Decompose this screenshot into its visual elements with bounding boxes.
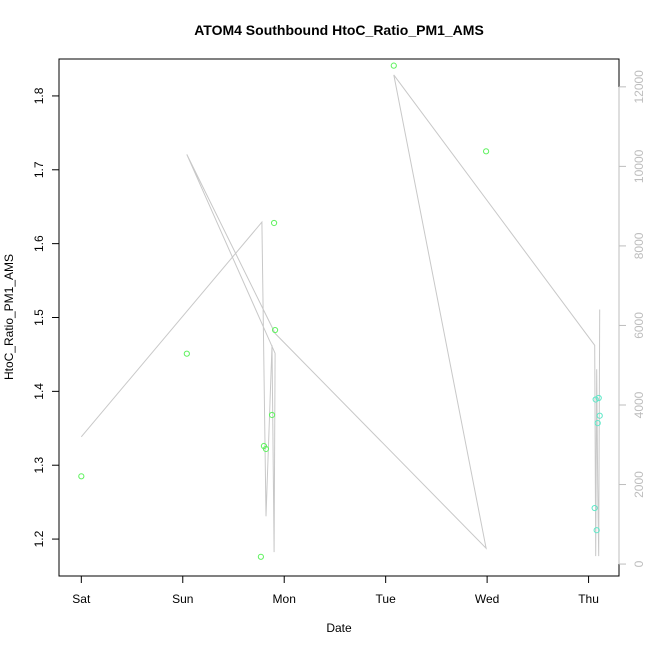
x-axis-label: Date bbox=[326, 621, 352, 635]
data-point bbox=[593, 527, 600, 534]
x-axis: Sat Sun Mon Tue Wed Thu bbox=[72, 575, 599, 606]
data-point bbox=[592, 396, 599, 403]
y-tick-label: 1.7 bbox=[32, 161, 46, 178]
data-point bbox=[594, 420, 601, 427]
x-tick-label: Thu bbox=[578, 592, 599, 606]
data-point bbox=[591, 504, 598, 512]
y2-tick-label: 8000 bbox=[632, 232, 646, 259]
secondary-y-axis: 0 2000 4000 6000 8000 10000 12000 bbox=[618, 70, 646, 567]
data-point bbox=[78, 473, 85, 480]
data-point bbox=[271, 326, 279, 334]
data-point bbox=[262, 445, 270, 453]
x-tick-label: Sun bbox=[172, 592, 193, 606]
data-point bbox=[270, 219, 278, 227]
y-tick-label: 1.4 bbox=[32, 383, 46, 400]
data-point bbox=[183, 350, 190, 357]
series-line bbox=[80, 74, 601, 557]
chart-title: ATOM4 Southbound HtoC_Ratio_PM1_AMS bbox=[194, 22, 484, 38]
y-axis-label: HtoC_Ratio_PM1_AMS bbox=[2, 254, 16, 380]
x-tick-label: Sat bbox=[72, 592, 91, 606]
y-axis: 1.2 1.3 1.4 1.5 1.6 1.7 1.8 bbox=[32, 87, 60, 547]
y2-tick-label: 0 bbox=[632, 560, 646, 567]
y-tick-label: 1.8 bbox=[32, 87, 46, 104]
data-point bbox=[595, 394, 602, 402]
y-tick-label: 1.3 bbox=[32, 457, 46, 474]
y-tick-label: 1.5 bbox=[32, 309, 46, 326]
points-layer bbox=[78, 62, 603, 560]
y2-tick-label: 4000 bbox=[632, 391, 646, 418]
y2-tick-label: 6000 bbox=[632, 312, 646, 339]
data-point bbox=[483, 148, 490, 155]
x-tick-label: Tue bbox=[376, 592, 397, 606]
plot-box bbox=[58, 58, 620, 577]
data-point bbox=[596, 412, 603, 419]
y2-tick-label: 10000 bbox=[632, 149, 646, 183]
y-tick-label: 1.2 bbox=[32, 530, 46, 547]
x-tick-label: Wed bbox=[475, 592, 499, 606]
x-tick-label: Mon bbox=[273, 592, 296, 606]
y2-tick-label: 2000 bbox=[632, 471, 646, 498]
data-point bbox=[268, 411, 276, 419]
data-point bbox=[390, 62, 397, 69]
y-tick-label: 1.6 bbox=[32, 235, 46, 252]
data-point bbox=[257, 553, 264, 560]
y2-tick-label: 12000 bbox=[632, 70, 646, 104]
line-layer bbox=[80, 74, 601, 557]
